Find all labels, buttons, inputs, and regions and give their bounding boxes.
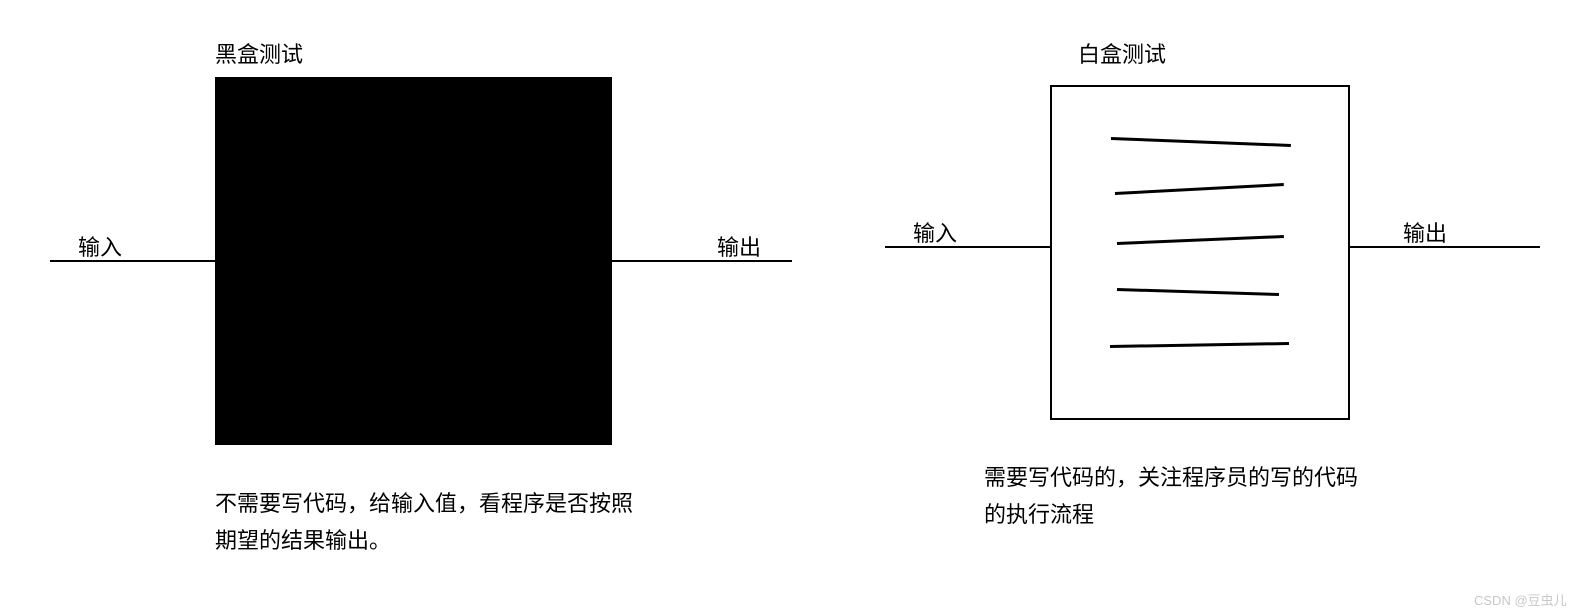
white-box-title: 白盒测试 [1078, 37, 1166, 69]
black-box-input-label: 输入 [78, 230, 122, 262]
watermark: CSDN @豆虫儿 [1474, 590, 1567, 609]
white-box-input-line [885, 246, 1050, 249]
white-box-input-label: 输入 [913, 216, 957, 248]
black-box-output-line [612, 260, 792, 263]
black-box [215, 77, 612, 445]
white-box-output-line [1350, 246, 1540, 249]
white-box [1050, 85, 1350, 420]
white-box-description: 需要写代码的，关注程序员的写的代码 的执行流程 [984, 459, 1358, 534]
black-box-input-line [50, 260, 215, 263]
black-box-title: 黑盒测试 [215, 37, 303, 69]
black-box-output-label: 输出 [717, 230, 761, 262]
white-box-output-label: 输出 [1403, 216, 1447, 248]
black-box-description: 不需要写代码，给输入值，看程序是否按照 期望的结果输出。 [215, 485, 633, 560]
